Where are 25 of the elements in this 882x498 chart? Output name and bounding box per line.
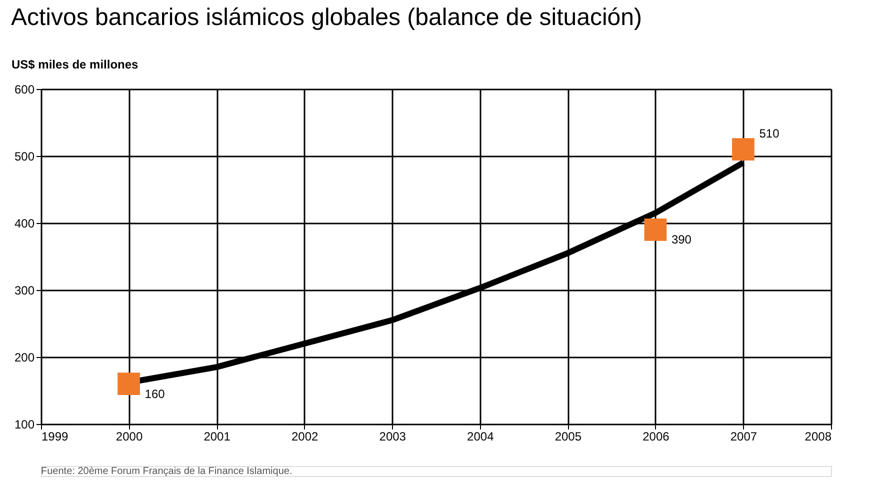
- y-tick-label: 200: [14, 350, 35, 364]
- chart-title: Activos bancarios islámicos globales (balance de situación): [11, 4, 642, 31]
- data-label: 390: [671, 232, 692, 247]
- y-tick-label: 500: [14, 150, 35, 164]
- y-tick-label: 100: [14, 418, 35, 432]
- point: [644, 218, 667, 241]
- point: [118, 372, 140, 395]
- source-note: Fuente: 20ème Forum Français de la Finance Islamique.: [41, 466, 292, 477]
- x-tick-label: 2002: [291, 430, 319, 444]
- x-tick-label: 2007: [730, 430, 758, 444]
- x-tick-label: 2008: [804, 430, 832, 444]
- x-tick-label: 2005: [554, 430, 582, 444]
- y-tick-label: 400: [14, 216, 35, 230]
- y-tick-label: 600: [14, 82, 35, 96]
- data-label: 510: [759, 126, 780, 140]
- x-tick-label: 2000: [116, 430, 143, 444]
- y-tick-label: 300: [14, 284, 35, 298]
- x-tick-label: 2003: [379, 430, 406, 444]
- x-tick-label: 2006: [642, 430, 670, 444]
- x-tick-label: 1999: [42, 430, 69, 444]
- data-label: 160: [144, 386, 166, 401]
- point: [732, 138, 754, 160]
- x-tick-label: 2001: [204, 430, 231, 444]
- y-axis-title: US$ miles de millones: [12, 58, 139, 72]
- x-tick-label: 2004: [467, 430, 494, 444]
